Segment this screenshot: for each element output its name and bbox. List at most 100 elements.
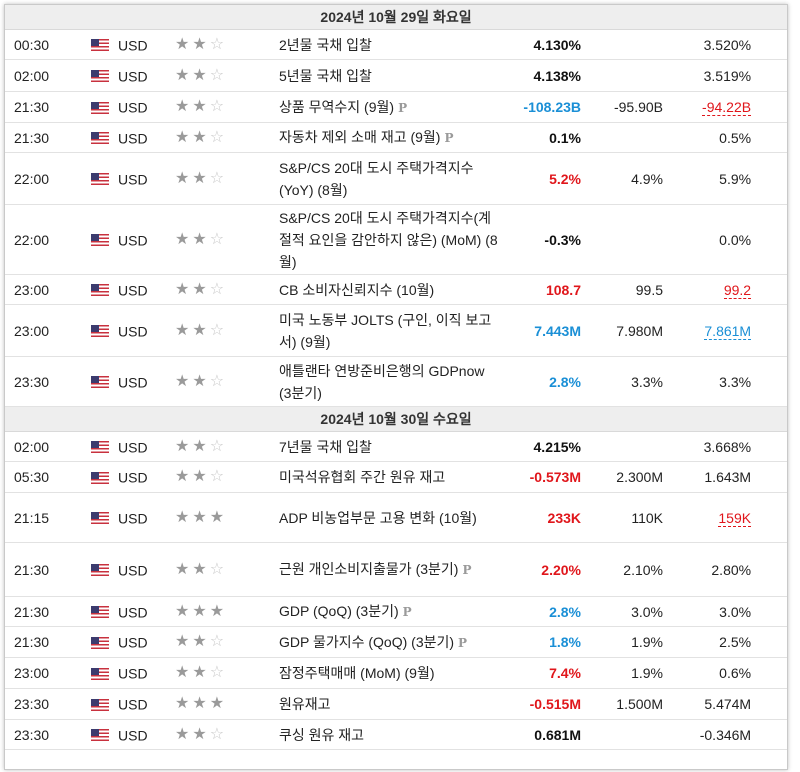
event-row[interactable]: 23:30 USD ★★☆ 애틀랜타 연방준비은행의 GDPnow (3분기) 2.8%…: [5, 356, 787, 407]
event-name-cell[interactable]: S&P/CS 20대 도시 주택가격지수(계절적 요인을 감안하지 않은) (M…: [279, 204, 505, 275]
event-name[interactable]: GDP (QoQ) (3분기): [279, 603, 399, 619]
actual-value: -0.3%: [505, 204, 587, 275]
us-flag-icon: [91, 39, 109, 52]
event-row[interactable]: 23:30 USD ★★☆ 쿠싱 원유 재고 0.681M -0.346M: [5, 719, 787, 750]
event-name-cell[interactable]: S&P/CS 20대 도시 주택가격지수 (YoY) (8월): [279, 152, 505, 205]
event-name[interactable]: 자동차 제외 소매 재고 (9월): [279, 129, 441, 145]
event-row[interactable]: 21:30 USD ★★☆ 자동차 제외 소매 재고 (9월) P 0.1% 0.5%: [5, 122, 787, 153]
event-name[interactable]: GDP 물가지수 (QoQ) (3분기): [279, 633, 455, 650]
currency-code: USD: [118, 469, 148, 486]
currency-code: USD: [118, 171, 148, 188]
event-name[interactable]: 미국 노동부 JOLTS (구인, 이직 보고서) (9월): [279, 311, 492, 350]
importance-stars: ★★☆: [175, 461, 279, 493]
event-row[interactable]: 21:30 USD ★★★ GDP (QoQ) (3분기) P 2.8% 3.0% 3.0%: [5, 596, 787, 627]
event-name[interactable]: 2년물 국채 입찰: [279, 36, 372, 53]
event-time: 21:30: [5, 626, 87, 658]
actual-value: 4.215%: [505, 431, 587, 462]
event-name[interactable]: 근원 개인소비지출물가 (3분기): [279, 561, 459, 577]
importance-stars: ★★☆: [175, 719, 279, 750]
actual-value: 1.8%: [505, 626, 587, 658]
event-name-cell[interactable]: 자동차 제외 소매 재고 (9월) P: [279, 122, 505, 153]
event-row[interactable]: 23:30 USD ★★★ 원유재고 -0.515M 1.500M 5.474M: [5, 688, 787, 720]
event-name-cell[interactable]: 원유재고: [279, 688, 505, 720]
event-name-cell[interactable]: 2년물 국채 입찰: [279, 29, 505, 60]
event-name-cell[interactable]: GDP 물가지수 (QoQ) (3분기) P: [279, 626, 505, 658]
event-name-cell[interactable]: ADP 비농업부문 고용 변화 (10월): [279, 492, 505, 543]
event-name-cell[interactable]: 5년물 국채 입찰: [279, 59, 505, 92]
actual-value: 2.8%: [505, 356, 587, 407]
actual-value: -108.23B: [505, 91, 587, 123]
event-row[interactable]: 21:15 USD ★★★ ADP 비농업부문 고용 변화 (10월) 233K 110K…: [5, 492, 787, 543]
currency-code: USD: [118, 374, 148, 391]
event-name-cell[interactable]: 미국 노동부 JOLTS (구인, 이직 보고서) (9월): [279, 304, 505, 357]
importance-stars: ★★★: [175, 596, 279, 627]
event-name-cell[interactable]: 근원 개인소비지출물가 (3분기) P: [279, 542, 505, 597]
event-name-cell[interactable]: GDP (QoQ) (3분기) P: [279, 596, 505, 627]
event-row[interactable]: 22:00 USD ★★☆ S&P/CS 20대 도시 주택가격지수 (YoY) (8…: [5, 152, 787, 205]
event-name-cell[interactable]: 애틀랜타 연방준비은행의 GDPnow (3분기): [279, 356, 505, 407]
actual-value: 5.2%: [505, 152, 587, 205]
importance-stars: ★★☆: [175, 29, 279, 60]
event-name[interactable]: ADP 비농업부문 고용 변화 (10월): [279, 509, 477, 526]
importance-stars: ★★☆: [175, 91, 279, 123]
previous-value: 3.519%: [677, 59, 787, 92]
event-currency: USD: [87, 204, 175, 275]
event-name-cell[interactable]: 상품 무역수지 (9월) P: [279, 91, 505, 123]
us-flag-icon: [91, 234, 109, 247]
event-currency: USD: [87, 59, 175, 92]
currency-code: USD: [118, 37, 148, 54]
importance-stars: ★★☆: [175, 542, 279, 597]
event-currency: USD: [87, 626, 175, 658]
event-name[interactable]: S&P/CS 20대 도시 주택가격지수 (YoY) (8월): [279, 159, 474, 198]
currency-code: USD: [118, 130, 148, 147]
event-name-cell[interactable]: 쿠싱 원유 재고: [279, 719, 505, 750]
star-icon: ★: [192, 321, 210, 339]
event-row[interactable]: 05:30 USD ★★☆ 미국석유협회 주간 원유 재고 -0.573M 2.300M 1…: [5, 461, 787, 493]
star-icon: ☆: [209, 128, 228, 146]
event-row[interactable]: 21:30 USD ★★☆ GDP 물가지수 (QoQ) (3분기) P 1.8% 1.9%…: [5, 626, 787, 658]
event-row[interactable]: 23:00 USD ★★☆ CB 소비자신뢰지수 (10월) 108.7 99.5 99.2: [5, 274, 787, 305]
event-name[interactable]: 상품 무역수지 (9월): [279, 98, 395, 115]
event-time: 21:30: [5, 122, 87, 153]
us-flag-icon: [91, 564, 109, 577]
event-row[interactable]: 23:00 USD ★★☆ 미국 노동부 JOLTS (구인, 이직 보고서) (9월…: [5, 304, 787, 357]
event-name[interactable]: 미국석유협회 주간 원유 재고: [279, 469, 446, 485]
star-icon: ★: [192, 725, 210, 743]
event-row[interactable]: 02:00 USD ★★☆ 5년물 국채 입찰 4.138% 3.519%: [5, 59, 787, 92]
event-name-cell[interactable]: CB 소비자신뢰지수 (10월): [279, 274, 505, 305]
event-name[interactable]: 5년물 국채 입찰: [279, 67, 372, 84]
preliminary-p-icon: P: [462, 563, 472, 577]
star-icon: ☆: [209, 664, 228, 681]
event-time: 00:30: [5, 29, 87, 60]
event-row[interactable]: 02:00 USD ★★☆ 7년물 국채 입찰 4.215% 3.668%: [5, 431, 787, 462]
forecast-value: [587, 719, 677, 750]
event-row[interactable]: 21:30 USD ★★☆ 상품 무역수지 (9월) P -108.23B -95.90B -…: [5, 91, 787, 123]
us-flag-icon: [91, 512, 109, 525]
previous-value: 3.520%: [677, 29, 787, 60]
event-name[interactable]: CB 소비자신뢰지수 (10월): [279, 281, 435, 298]
event-name[interactable]: 애틀랜타 연방준비은행의 GDPnow (3분기): [279, 362, 485, 401]
event-time: 21:30: [5, 596, 87, 627]
event-row[interactable]: 21:30 USD ★★☆ 근원 개인소비지출물가 (3분기) P 2.20% 2.10% 2…: [5, 542, 787, 597]
star-icon: ★: [175, 372, 193, 390]
event-time: 05:30: [5, 461, 87, 493]
event-name[interactable]: 원유재고: [279, 696, 331, 712]
event-name[interactable]: 쿠싱 원유 재고: [279, 726, 365, 743]
event-row[interactable]: 23:00 USD ★★☆ 잠정주택매매 (MoM) (9월) 7.4% 1.9% 0.6%: [5, 657, 787, 689]
event-currency: USD: [87, 304, 175, 357]
forecast-value: 110K: [587, 492, 677, 543]
star-icon: ★: [192, 664, 210, 681]
event-name[interactable]: S&P/CS 20대 도시 주택가격지수(계절적 요인을 감안하지 않은) (M…: [279, 209, 498, 270]
preliminary-p-icon: P: [402, 605, 412, 619]
event-row[interactable]: 22:00 USD ★★☆ S&P/CS 20대 도시 주택가격지수(계절적 요인을 …: [5, 204, 787, 275]
currency-code: USD: [118, 232, 148, 249]
event-name-cell[interactable]: 미국석유협회 주간 원유 재고: [279, 461, 505, 493]
event-name-cell[interactable]: 7년물 국채 입찰: [279, 431, 505, 462]
event-name[interactable]: 7년물 국채 입찰: [279, 438, 372, 455]
event-row[interactable]: 00:30 USD ★★☆ 2년물 국채 입찰 4.130% 3.520%: [5, 29, 787, 60]
star-icon: ☆: [209, 437, 228, 455]
event-name-cell[interactable]: 잠정주택매매 (MoM) (9월): [279, 657, 505, 689]
event-currency: USD: [87, 461, 175, 493]
event-time: 23:00: [5, 657, 87, 689]
event-name[interactable]: 잠정주택매매 (MoM) (9월): [279, 665, 435, 681]
